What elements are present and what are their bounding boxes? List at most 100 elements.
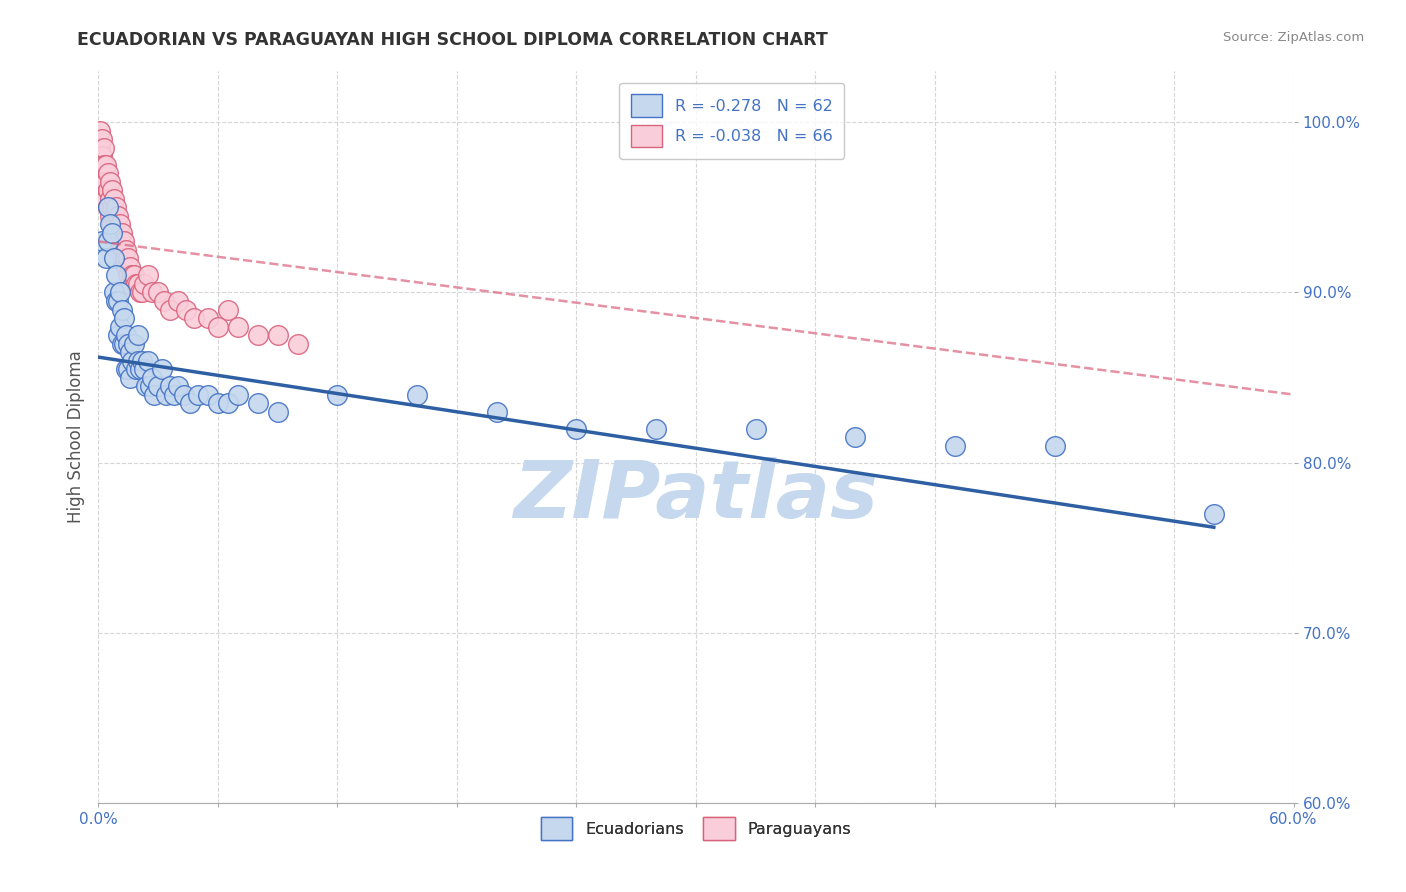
- Point: [103, 252, 125, 266]
- Point: [115, 362, 138, 376]
- Point: [120, 370, 142, 384]
- Point: [943, 439, 966, 453]
- Point: [246, 328, 269, 343]
- Point: [565, 421, 588, 435]
- Point: [159, 302, 181, 317]
- Point: [101, 183, 124, 197]
- Point: [112, 252, 135, 266]
- Point: [745, 421, 768, 435]
- Point: [107, 293, 129, 308]
- Point: [217, 396, 239, 410]
- Point: [135, 379, 157, 393]
- Text: ECUADORIAN VS PARAGUAYAN HIGH SCHOOL DIPLOMA CORRELATION CHART: ECUADORIAN VS PARAGUAYAN HIGH SCHOOL DIP…: [77, 31, 828, 49]
- Point: [159, 379, 181, 393]
- Point: [1202, 507, 1225, 521]
- Point: [124, 268, 146, 283]
- Point: [267, 328, 290, 343]
- Point: [112, 336, 135, 351]
- Point: [117, 268, 139, 283]
- Point: [207, 396, 229, 410]
- Point: [173, 387, 195, 401]
- Point: [120, 260, 142, 274]
- Point: [103, 192, 125, 206]
- Point: [143, 387, 166, 401]
- Point: [93, 141, 115, 155]
- Point: [226, 387, 249, 401]
- Point: [110, 285, 132, 300]
- Legend: Ecuadorians, Paraguayans: Ecuadorians, Paraguayans: [531, 808, 860, 850]
- Point: [115, 243, 138, 257]
- Text: Source: ZipAtlas.com: Source: ZipAtlas.com: [1223, 31, 1364, 45]
- Point: [97, 235, 120, 249]
- Point: [127, 353, 149, 368]
- Point: [115, 260, 138, 274]
- Point: [134, 362, 156, 376]
- Point: [103, 226, 125, 240]
- Point: [406, 387, 429, 401]
- Point: [96, 175, 118, 189]
- Point: [326, 387, 349, 401]
- Point: [105, 235, 128, 249]
- Point: [103, 285, 125, 300]
- Point: [136, 268, 159, 283]
- Point: [153, 293, 176, 308]
- Point: [141, 370, 163, 384]
- Point: [1402, 387, 1406, 401]
- Point: [148, 285, 170, 300]
- Point: [110, 319, 132, 334]
- Point: [97, 201, 120, 215]
- Point: [131, 285, 153, 300]
- Point: [111, 226, 134, 240]
- Point: [120, 345, 142, 359]
- Point: [105, 218, 128, 232]
- Point: [127, 277, 149, 291]
- Point: [121, 353, 143, 368]
- Point: [91, 132, 114, 146]
- Point: [110, 235, 132, 249]
- Point: [148, 379, 170, 393]
- Point: [107, 243, 129, 257]
- Point: [97, 166, 120, 180]
- Point: [226, 319, 249, 334]
- Point: [97, 183, 120, 197]
- Point: [89, 141, 111, 155]
- Point: [129, 285, 152, 300]
- Point: [96, 158, 118, 172]
- Point: [187, 387, 209, 401]
- Point: [163, 387, 186, 401]
- Point: [120, 277, 142, 291]
- Point: [107, 209, 129, 223]
- Point: [112, 235, 135, 249]
- Point: [246, 396, 269, 410]
- Point: [136, 353, 159, 368]
- Point: [98, 192, 122, 206]
- Point: [179, 396, 201, 410]
- Point: [267, 404, 290, 418]
- Point: [111, 243, 134, 257]
- Point: [125, 362, 148, 376]
- Point: [139, 379, 162, 393]
- Point: [107, 226, 129, 240]
- Point: [93, 192, 115, 206]
- Point: [110, 218, 132, 232]
- Text: ZIPatlas: ZIPatlas: [513, 457, 879, 534]
- Point: [141, 285, 163, 300]
- Point: [112, 311, 135, 326]
- Point: [183, 311, 205, 326]
- Point: [134, 277, 156, 291]
- Point: [125, 277, 148, 291]
- Point: [117, 252, 139, 266]
- Point: [105, 201, 128, 215]
- Point: [93, 175, 115, 189]
- Point: [129, 362, 152, 376]
- Point: [207, 319, 229, 334]
- Point: [97, 201, 120, 215]
- Point: [105, 268, 128, 283]
- Point: [91, 149, 114, 163]
- Point: [485, 404, 508, 418]
- Point: [167, 293, 190, 308]
- Point: [121, 268, 143, 283]
- Point: [111, 302, 134, 317]
- Point: [117, 362, 139, 376]
- Point: [131, 353, 153, 368]
